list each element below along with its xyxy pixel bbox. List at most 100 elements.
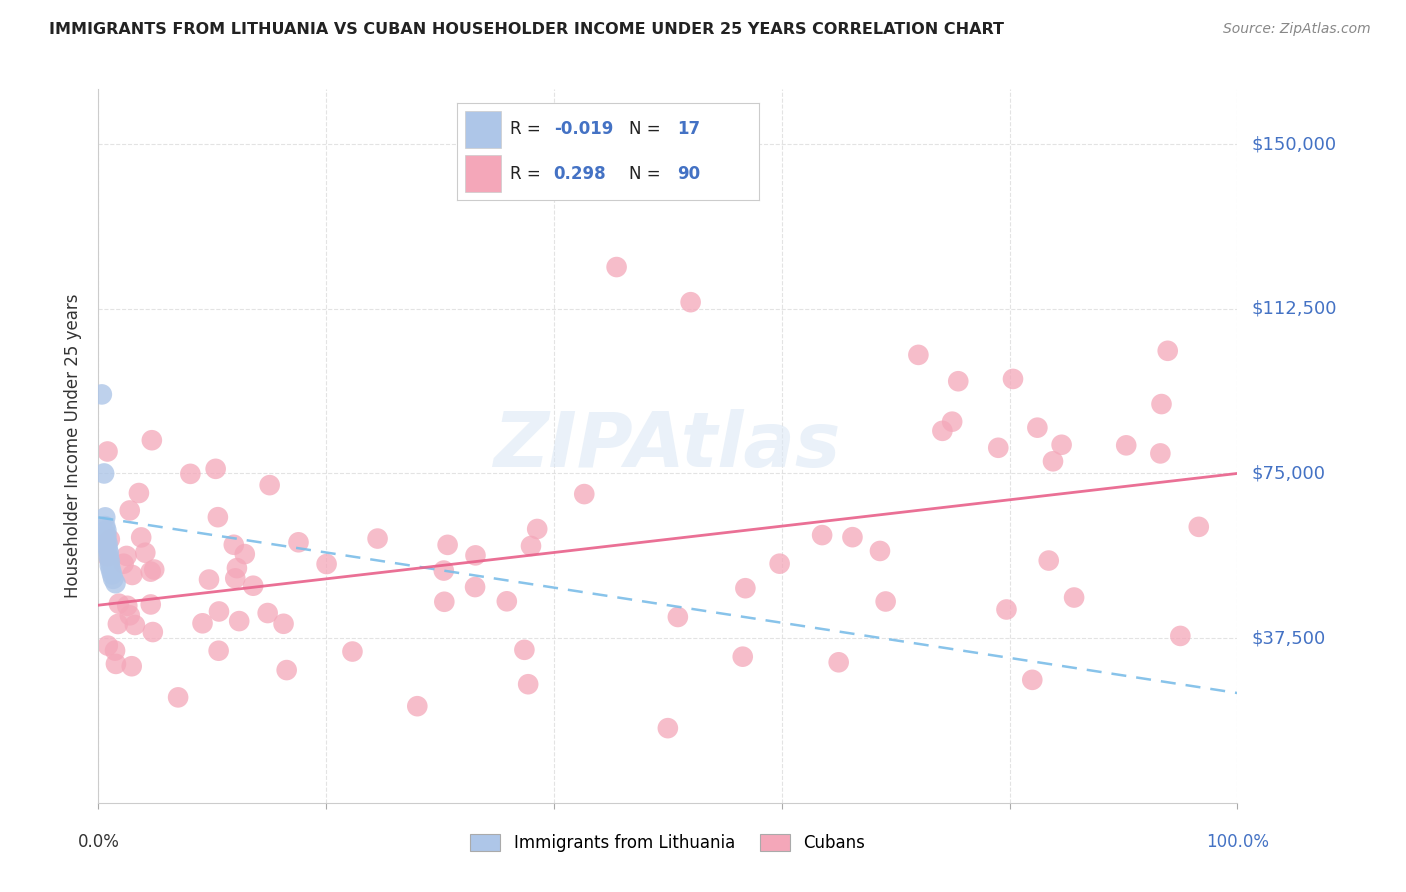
Point [1170, 629, 1192, 643]
Point [1021, 673, 1043, 687]
Point [128, 486, 150, 500]
Point [129, 530, 152, 544]
Point [436, 538, 458, 552]
Point [520, 539, 543, 553]
Point [406, 699, 429, 714]
Point [207, 510, 229, 524]
Point [204, 462, 226, 476]
Point [228, 614, 250, 628]
Point [98, 554, 121, 568]
Text: $37,500: $37,500 [1251, 629, 1326, 647]
Point [118, 503, 141, 517]
Text: $112,500: $112,500 [1251, 300, 1337, 318]
Text: IMMIGRANTS FROM LITHUANIA VS CUBAN HOUSEHOLDER INCOME UNDER 25 YEARS CORRELATION: IMMIGRANTS FROM LITHUANIA VS CUBAN HOUSE… [49, 22, 1004, 37]
Point [828, 655, 851, 669]
Point [96, 444, 118, 458]
Point [273, 616, 295, 631]
Point [811, 528, 834, 542]
Point [517, 677, 540, 691]
Point [1050, 438, 1073, 452]
Point [94, 536, 117, 550]
Point [198, 573, 221, 587]
Point [657, 721, 679, 735]
Point [96, 528, 118, 542]
Point [574, 487, 596, 501]
Point [987, 441, 1010, 455]
Point [117, 599, 139, 613]
Point [97, 545, 120, 559]
Point [141, 434, 163, 448]
Legend: Immigrants from Lithuania, Cubans: Immigrants from Lithuania, Cubans [464, 827, 872, 859]
Point [1115, 438, 1137, 452]
Point [513, 642, 536, 657]
Point [97, 549, 120, 564]
Point [233, 547, 256, 561]
Point [94, 510, 117, 524]
Point [167, 690, 190, 705]
Point [1150, 397, 1173, 411]
Point [287, 535, 309, 549]
Point [139, 598, 162, 612]
Point [948, 374, 970, 388]
Point [731, 649, 754, 664]
Point [679, 295, 702, 310]
Point [118, 608, 141, 623]
Point [433, 595, 456, 609]
Point [841, 530, 863, 544]
Point [464, 580, 486, 594]
Point [90, 387, 112, 401]
Text: $150,000: $150,000 [1251, 135, 1336, 153]
Point [97, 639, 120, 653]
Point [98, 558, 121, 573]
Point [342, 644, 364, 658]
Point [464, 549, 486, 563]
Point [93, 467, 115, 481]
Point [1038, 553, 1060, 567]
Point [495, 594, 517, 608]
Point [134, 546, 156, 560]
Point [104, 643, 127, 657]
Text: 100.0%: 100.0% [1206, 833, 1268, 851]
Text: Source: ZipAtlas.com: Source: ZipAtlas.com [1223, 22, 1371, 37]
Point [224, 571, 246, 585]
Point [1026, 420, 1049, 434]
Point [104, 576, 127, 591]
Point [315, 557, 337, 571]
Point [100, 563, 122, 577]
Point [207, 644, 229, 658]
Point [1001, 372, 1024, 386]
Point [191, 616, 214, 631]
Point [179, 467, 201, 481]
Point [142, 625, 165, 640]
Point [666, 610, 689, 624]
Point [96, 541, 118, 555]
Point [941, 415, 963, 429]
Point [869, 544, 891, 558]
Point [606, 260, 628, 274]
Point [115, 549, 138, 563]
Point [96, 549, 118, 564]
Point [222, 538, 245, 552]
Point [124, 618, 146, 632]
Point [96, 537, 118, 551]
Point [367, 532, 389, 546]
Point [226, 561, 249, 575]
Point [256, 606, 278, 620]
Point [995, 602, 1018, 616]
Y-axis label: Householder Income Under 25 years: Householder Income Under 25 years [65, 293, 83, 599]
Point [96, 524, 118, 538]
Point [931, 424, 953, 438]
Point [101, 567, 124, 582]
Point [907, 348, 929, 362]
Point [1188, 520, 1211, 534]
Point [526, 522, 548, 536]
Text: ZIPAtlas: ZIPAtlas [494, 409, 842, 483]
Point [94, 519, 117, 533]
Point [875, 594, 897, 608]
Point [96, 533, 118, 547]
Point [104, 657, 127, 671]
Text: $75,000: $75,000 [1251, 465, 1326, 483]
Point [1149, 446, 1171, 460]
Point [108, 597, 131, 611]
Point [1063, 591, 1085, 605]
